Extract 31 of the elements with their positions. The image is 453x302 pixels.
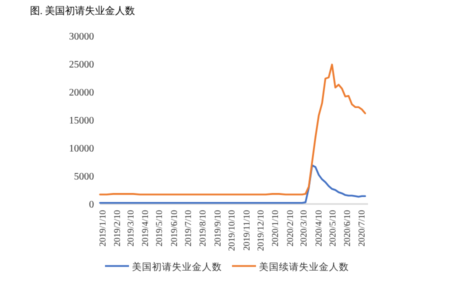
x-tick-label: 2019/11/10 <box>241 210 252 251</box>
x-tick-label: 2019/7/10 <box>183 210 194 247</box>
x-tick-label: 2020/7/10 <box>356 210 366 247</box>
x-tick-label: 2019/12/10 <box>256 210 266 252</box>
x-tick-label: 2020/4/10 <box>313 210 324 247</box>
y-tick-label: 0 <box>89 200 94 210</box>
x-tick-label: 2019/2/10 <box>112 210 122 247</box>
chart-title: 图. 美国初请失业金人数 <box>30 5 135 17</box>
y-tick-label: 5000 <box>74 172 94 182</box>
x-tick-label: 2019/3/10 <box>125 210 136 247</box>
x-tick-label: 2020/6/10 <box>342 210 352 247</box>
y-tick-label: 10000 <box>69 144 94 154</box>
x-tick-label: 2019/5/10 <box>154 210 164 247</box>
x-tick-label: 2019/6/10 <box>168 210 179 247</box>
x-tick-label: 2019/4/10 <box>140 210 150 247</box>
line-series <box>99 64 366 196</box>
y-tick-label: 25000 <box>69 60 94 70</box>
legend-label: 美国续请失业金人数 <box>259 261 349 273</box>
x-tick-label: 2019/8/10 <box>198 210 208 247</box>
x-tick-label: 2020/5/10 <box>327 210 338 247</box>
legend-label: 美国初请失业金人数 <box>132 261 222 273</box>
y-tick-label: 15000 <box>69 116 94 126</box>
x-tick-label: 2020/3/10 <box>298 210 309 247</box>
x-tick-label: 2019/9/10 <box>212 210 222 247</box>
x-tick-label: 2019/10/10 <box>226 210 237 252</box>
x-tick-label: 2019/1/10 <box>97 210 108 247</box>
x-tick-label: 2020/2/10 <box>284 210 295 247</box>
line-series <box>99 164 366 204</box>
x-tick-label: 2020/1/10 <box>270 210 280 247</box>
y-tick-label: 30000 <box>69 32 94 42</box>
y-tick-label: 20000 <box>69 88 94 98</box>
